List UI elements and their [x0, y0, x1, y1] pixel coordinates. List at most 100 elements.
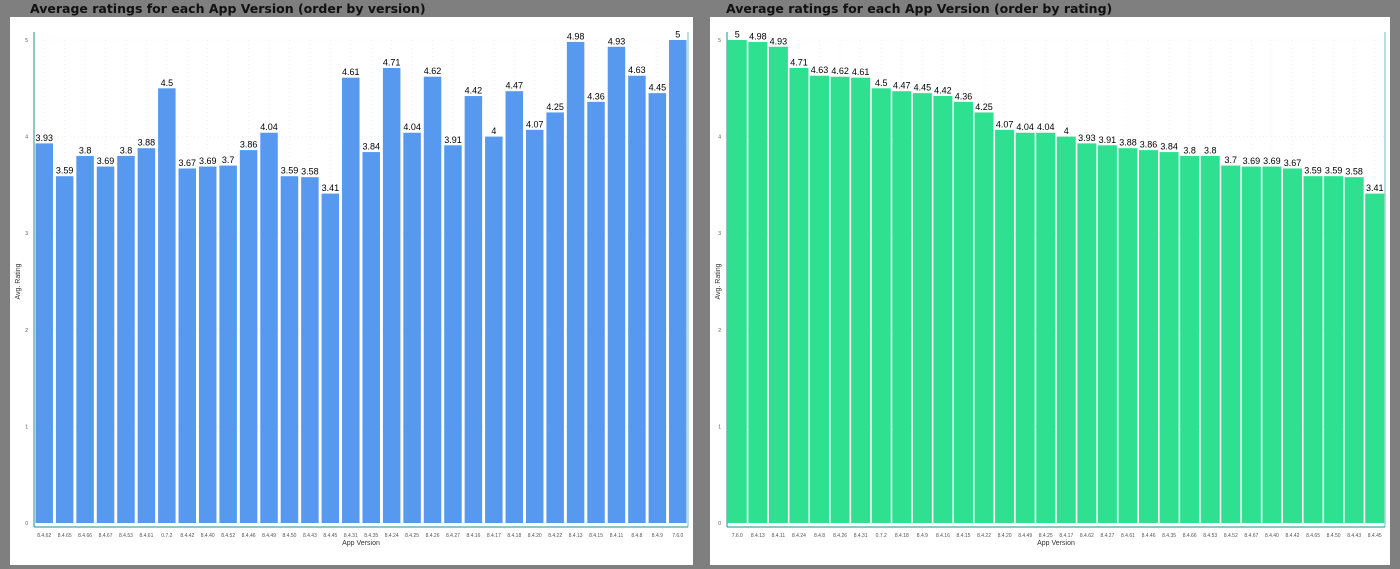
bar — [566, 41, 585, 523]
y-tick-label: 3 — [25, 231, 28, 237]
x-tick-label: 8.4.52 — [1224, 533, 1238, 539]
bar — [607, 46, 626, 524]
bar — [280, 176, 299, 523]
x-tick-label: 8.4.26 — [833, 533, 847, 539]
x-tick-label: 8.4.15 — [957, 533, 971, 539]
x-tick-label: 8.4.9 — [652, 533, 663, 539]
x-tick-label: 8.4.46 — [1142, 533, 1156, 539]
x-tick-label: 8.4.42 — [180, 533, 194, 539]
bar-value-label: 4.5 — [875, 78, 888, 88]
bar-value-label: 3.7 — [222, 155, 235, 165]
bar — [485, 136, 503, 523]
x-tick-label: 8.4.8 — [631, 533, 642, 539]
x-tick-label: 8.4.24 — [792, 533, 806, 539]
chart-panel-left: 0 1 2 3 4 5 3.93 8.4.62 3.59 8.4.65 3.8 8.4.66 3.69 8… — [10, 17, 693, 565]
y-tick-label: 4 — [718, 135, 721, 141]
bar — [219, 165, 237, 523]
bar-value-label: 3.84 — [362, 142, 380, 152]
bar — [96, 166, 115, 523]
x-tick-label: 8.4.26 — [426, 533, 440, 539]
bar-value-label: 4.25 — [546, 102, 564, 112]
x-tick-label: 8.4.45 — [323, 533, 337, 539]
bar-chart-by-rating: 0 1 2 3 4 5 5 7.6.0 4.98 8.4.13 4.93 8.4.11 4.71 8.4.… — [715, 30, 1386, 547]
bar-value-label: 4.71 — [383, 58, 401, 68]
bar — [1282, 168, 1302, 523]
bar — [851, 77, 871, 523]
x-tick-label: 8.4.25 — [405, 533, 419, 539]
bar-value-label: 3.7 — [1225, 155, 1238, 165]
bar-value-label: 3.93 — [1078, 133, 1096, 143]
x-tick-label: 8.4.13 — [569, 533, 583, 539]
x-tick-label: 8.4.8 — [814, 533, 825, 539]
x-tick-label: 8.4.50 — [1327, 533, 1341, 539]
x-tick-label: 8.4.16 — [936, 533, 950, 539]
bar-value-label: 4.07 — [996, 119, 1014, 129]
bar-value-label: 4.07 — [526, 119, 544, 129]
x-tick-label: 8.4.53 — [119, 533, 133, 539]
bar-value-label: 4.47 — [893, 81, 911, 91]
y-tick-label: 0 — [718, 521, 721, 527]
bar-value-label: 4.42 — [465, 86, 483, 96]
y-tick-label: 5 — [25, 38, 28, 44]
y-axis-label: Avg. Rating — [715, 263, 722, 299]
chart-panel-right: 0 1 2 3 4 5 5 7.6.0 4.98 8.4.13 4.93 8.4.11 4.71 8.4.… — [710, 17, 1390, 565]
bar-value-label: 3.59 — [1325, 166, 1343, 176]
bar — [403, 132, 421, 523]
bar — [1303, 176, 1323, 523]
bar — [1159, 152, 1179, 523]
x-tick-label: 8.4.61 — [139, 533, 153, 539]
bar — [546, 112, 564, 523]
bar — [628, 75, 646, 523]
x-tick-label: 7.6.0 — [732, 533, 743, 539]
bar — [301, 177, 319, 523]
x-tick-label: 8.4.46 — [242, 533, 256, 539]
x-tick-label: 8.4.24 — [385, 533, 399, 539]
x-tick-label: 0.7.2 — [876, 533, 887, 539]
bar — [1015, 132, 1035, 523]
bar — [648, 93, 667, 523]
x-tick-label: 8.4.27 — [1100, 533, 1114, 539]
x-tick-label: 8.4.61 — [1121, 533, 1135, 539]
x-tick-label: 8.4.35 — [1162, 533, 1176, 539]
bar — [1262, 166, 1282, 523]
bar-value-label: 4.45 — [914, 83, 932, 93]
bar — [464, 96, 483, 523]
bar-value-label: 3.59 — [1304, 166, 1322, 176]
bar — [1365, 193, 1385, 523]
bar — [342, 77, 360, 523]
bar — [362, 152, 380, 523]
x-tick-label: 8.4.15 — [589, 533, 603, 539]
x-tick-label: 8.4.27 — [446, 533, 460, 539]
x-tick-label: 7.6.0 — [672, 533, 683, 539]
x-tick-label: 8.4.67 — [1244, 533, 1258, 539]
bar — [1139, 150, 1159, 523]
x-tick-label: 0.7.2 — [161, 533, 172, 539]
x-tick-label: 8.4.31 — [344, 533, 358, 539]
bar-value-label: 3.67 — [179, 158, 197, 168]
bar — [892, 91, 912, 523]
bar-value-label: 3.69 — [199, 156, 217, 166]
bar — [995, 129, 1015, 523]
y-tick-label: 3 — [718, 231, 721, 237]
x-tick-label: 8.4.52 — [221, 533, 235, 539]
bar — [55, 176, 74, 523]
x-tick-label: 8.4.53 — [1203, 533, 1217, 539]
bar — [669, 40, 687, 523]
x-axis-label: App Version — [342, 540, 380, 547]
bar-value-label: 4.04 — [260, 122, 278, 132]
bar-value-label: 4.04 — [403, 122, 421, 132]
bar — [953, 101, 973, 523]
bar-value-label: 4.36 — [955, 91, 973, 101]
bar-value-label: 3.59 — [56, 166, 74, 176]
chart-title-left: Average ratings for each App Version (or… — [30, 1, 426, 16]
bar — [1241, 166, 1261, 523]
bar — [444, 145, 462, 523]
bar-value-label: 3.93 — [35, 133, 53, 143]
x-tick-label: 8.4.11 — [610, 533, 624, 539]
y-tick-label: 2 — [718, 328, 721, 334]
bar — [239, 150, 258, 523]
bar — [117, 155, 135, 524]
x-tick-label: 8.4.22 — [548, 533, 562, 539]
bar — [525, 129, 544, 523]
bar-value-label: 4 — [1064, 126, 1069, 136]
